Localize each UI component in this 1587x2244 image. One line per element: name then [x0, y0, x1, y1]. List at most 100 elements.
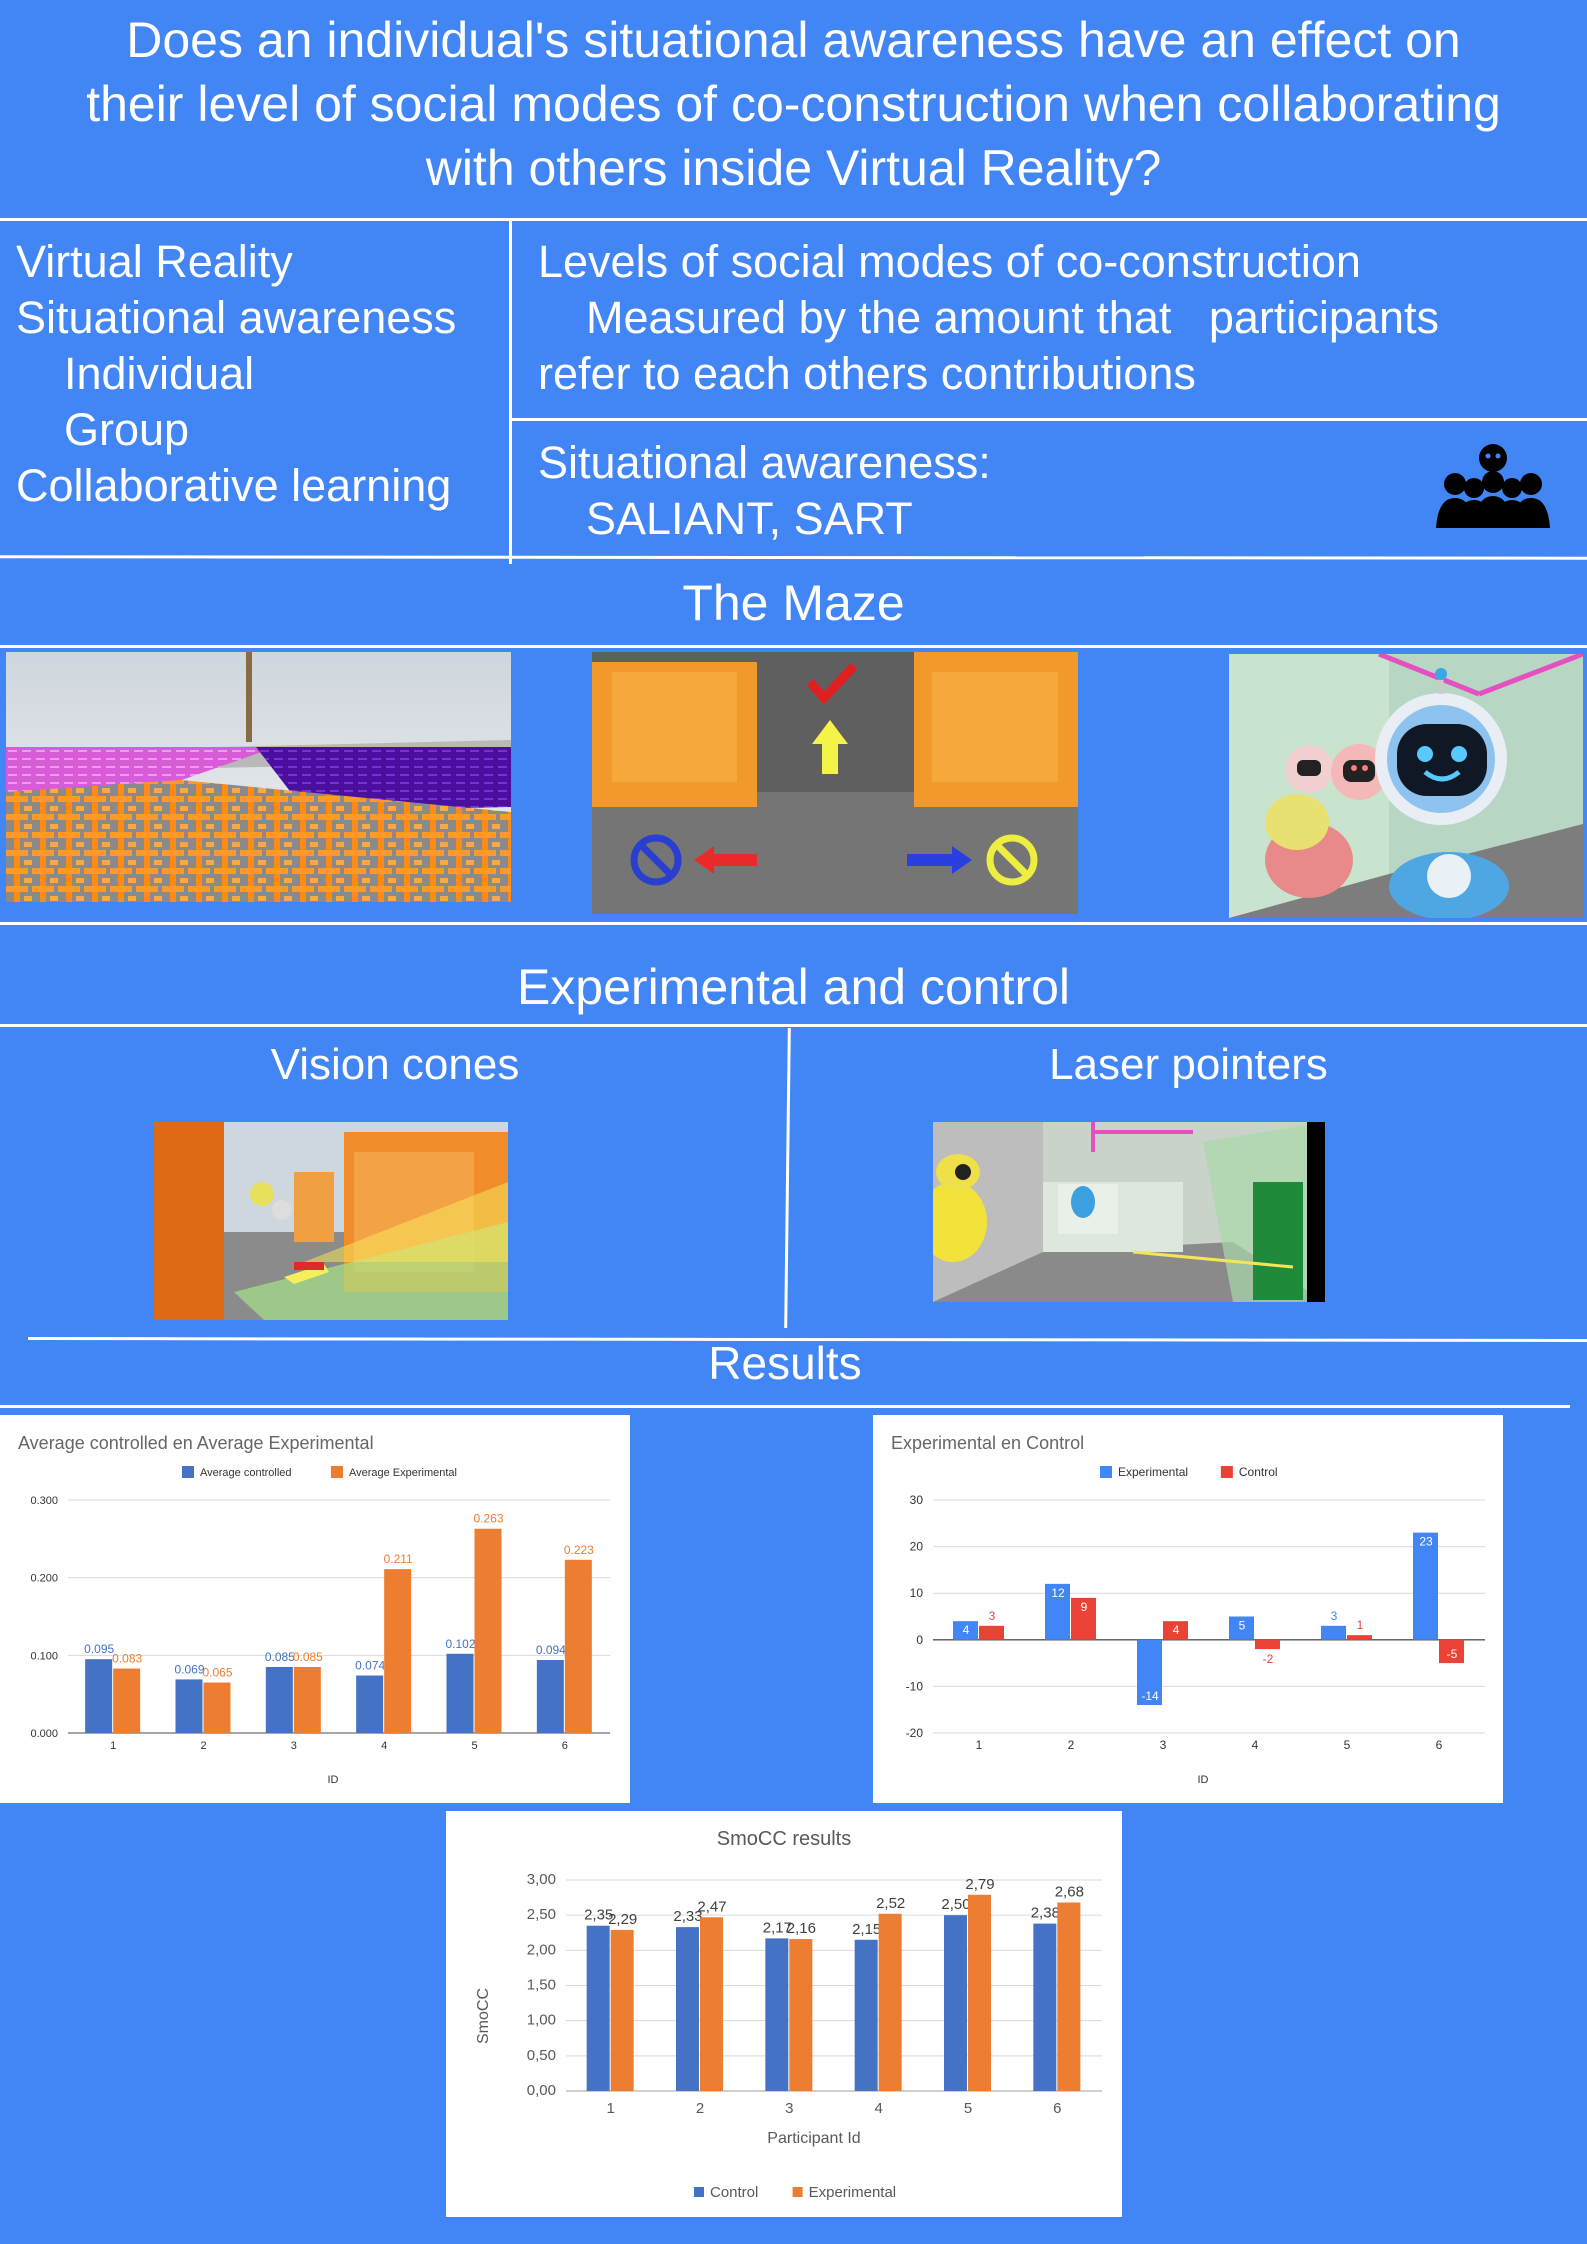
x-tick-label: 2	[1068, 1738, 1075, 1752]
divider	[511, 418, 1587, 421]
data-label: 0.085	[293, 1650, 323, 1664]
data-label: 2,35	[584, 1907, 613, 1924]
y-tick-label: 0	[916, 1633, 923, 1647]
co-construction-measure: Levels of social modes of co-constructio…	[538, 234, 1439, 402]
legend-label: Control	[1239, 1465, 1278, 1479]
keyword-list: Virtual Reality Situational awareness In…	[16, 234, 456, 514]
group-people-icon	[1436, 444, 1550, 528]
measure-title: Levels of social modes of co-constructio…	[538, 236, 1361, 287]
chart-title: SmoCC results	[717, 1828, 851, 1850]
bar	[953, 1621, 978, 1640]
situational-awareness-measure: Situational awareness: SALIANT, SART	[538, 435, 991, 547]
laser-pointers-image	[933, 1122, 1325, 1302]
data-label: 4	[963, 1623, 970, 1637]
bar	[384, 1569, 412, 1733]
legend-label: Experimental	[809, 2184, 897, 2201]
data-label: 0.085	[265, 1650, 295, 1664]
keyword-item: Collaborative learning	[16, 460, 452, 511]
data-label: 2,79	[965, 1876, 994, 1893]
y-tick-label: 20	[910, 1540, 924, 1554]
bar	[979, 1625, 1004, 1640]
bar	[113, 1668, 141, 1733]
bar	[536, 1659, 564, 1733]
bar	[1439, 1639, 1464, 1664]
data-label: 2,47	[697, 1898, 726, 1915]
data-label: 0.095	[84, 1642, 114, 1656]
y-tick-label: 0.200	[30, 1573, 58, 1585]
legend-swatch	[182, 1466, 194, 1478]
y-tick-label: 0,00	[527, 2082, 556, 2099]
data-label: 2,52	[876, 1895, 905, 1912]
y-tick-label: 30	[910, 1493, 924, 1507]
x-axis-label: ID	[1198, 1774, 1209, 1786]
bar	[1413, 1532, 1438, 1640]
data-label: 0.211	[384, 1552, 413, 1566]
x-tick-label: 3	[1160, 1738, 1167, 1752]
y-tick-label: 1,50	[527, 1977, 556, 1994]
y-tick-label: 0.300	[30, 1495, 58, 1507]
data-label: 1	[1357, 1618, 1364, 1632]
measure-description: Measured by the amount that participants	[586, 292, 1439, 343]
x-tick-label: 4	[381, 1740, 387, 1752]
data-label: 0.083	[112, 1652, 142, 1666]
bar	[676, 1927, 699, 2091]
divider	[509, 220, 512, 564]
bar	[474, 1528, 502, 1733]
data-label: 2,15	[852, 1921, 881, 1938]
x-tick-label: 3	[291, 1740, 297, 1752]
data-label: -5	[1447, 1647, 1458, 1661]
bar	[854, 1939, 878, 2091]
legend-label: Average Experimental	[349, 1467, 457, 1479]
bar	[564, 1559, 592, 1733]
bar	[1229, 1616, 1254, 1640]
bar	[203, 1682, 231, 1733]
bar	[944, 1915, 967, 2091]
data-label: 23	[1419, 1535, 1433, 1549]
divider	[0, 645, 1587, 648]
measure-description: refer to each others contributions	[538, 348, 1196, 399]
x-tick-label: 3	[785, 2100, 793, 2117]
y-tick-label: 2,50	[527, 1906, 556, 1923]
x-tick-label: 6	[562, 1740, 568, 1752]
bar	[1255, 1639, 1280, 1650]
section-heading-results: Results	[708, 1337, 862, 1389]
y-tick-label: 0.000	[30, 1728, 58, 1740]
y-tick-label: 1,00	[527, 2012, 556, 2029]
bar	[1137, 1639, 1162, 1706]
bar	[175, 1679, 203, 1733]
bar	[1045, 1583, 1070, 1640]
data-label: 12	[1051, 1586, 1065, 1600]
x-axis-label: ID	[328, 1774, 339, 1786]
bar	[356, 1675, 384, 1733]
data-label: 0.074	[355, 1659, 385, 1673]
data-label: 2,16	[787, 1920, 816, 1937]
divider	[0, 555, 1587, 560]
x-tick-label: 6	[1053, 2100, 1061, 2117]
legend-swatch	[694, 2187, 704, 2197]
data-label: 5	[1239, 1619, 1246, 1633]
divider	[0, 1024, 1587, 1027]
legend-label: Average controlled	[200, 1467, 292, 1479]
legend-label: Experimental	[1118, 1465, 1188, 1479]
x-tick-label: 5	[1344, 1738, 1351, 1752]
bar	[293, 1666, 321, 1733]
data-label: 2,68	[1055, 1884, 1084, 1901]
poster-title: Does an individual's situational awarene…	[0, 8, 1587, 200]
chart-svg: SmoCC results 0,00 0,50 1,00 1,50 2,00 2,50 3,…	[475, 1828, 1102, 2201]
bar	[446, 1653, 474, 1733]
x-tick-label: 2	[200, 1740, 206, 1752]
bar	[265, 1666, 293, 1733]
keyword-item: Virtual Reality	[16, 236, 293, 287]
bar	[610, 1929, 634, 2091]
keyword-item: Group	[64, 404, 190, 455]
keyword-item: Situational awareness	[16, 292, 457, 343]
divider	[0, 1405, 1570, 1408]
data-label: -14	[1141, 1689, 1159, 1703]
title-line-2: their level of social modes of co-constr…	[86, 76, 1501, 132]
y-tick-label: -20	[906, 1726, 924, 1740]
chart-svg: Average controlled en Average Experiment…	[18, 1433, 610, 1786]
x-tick-label: 4	[1252, 1738, 1259, 1752]
bar	[1033, 1923, 1057, 2091]
legend-label: Control	[710, 2184, 758, 2201]
chart-title: Experimental en Control	[891, 1433, 1084, 1453]
